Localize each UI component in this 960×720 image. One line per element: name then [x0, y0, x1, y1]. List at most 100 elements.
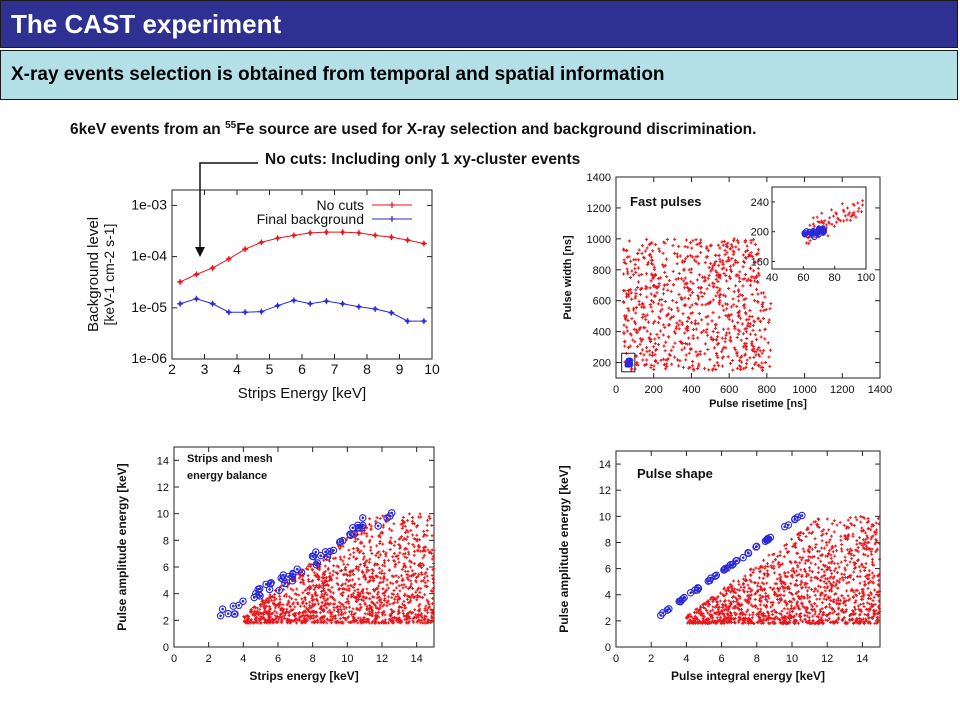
pulse-shape-background-point [765, 562, 769, 566]
pulse-shape-background-point [773, 592, 777, 596]
energy-balance-background-point [288, 621, 292, 625]
energy-balance-background-point [390, 612, 394, 616]
background-ytick-label: 1e-03 [131, 196, 167, 212]
energy-balance-background-point [303, 598, 307, 602]
inset-red-point [832, 214, 836, 218]
pulse-shape-background-point [826, 619, 830, 623]
pulse-shape-background-point [731, 587, 735, 591]
energy-balance-background-point [368, 557, 372, 561]
pulse-shape-background-point [830, 522, 834, 526]
fast-pulses-point [643, 363, 647, 367]
fast-pulses-point [641, 337, 645, 341]
fast-pulses-point [687, 289, 691, 293]
fast-pulses-point [645, 313, 649, 317]
fast-pulses-point [712, 346, 717, 350]
fast-pulses-point [662, 240, 666, 244]
energy-balance-background-point [397, 575, 401, 579]
fast-pulses-point [686, 328, 690, 333]
energy-balance-background-point [384, 589, 388, 593]
pulse-shape-background-point [703, 607, 707, 611]
energy-balance-background-point [367, 621, 371, 625]
energy-balance-xtick-label: 0 [171, 653, 177, 665]
pulse-shape-background-point [726, 609, 730, 613]
fast-pulses-point [721, 327, 726, 331]
inset-red-point [828, 216, 832, 220]
pulse-shape-background-point [808, 550, 812, 554]
energy-balance-background-point [304, 567, 308, 571]
pulse-shape-background-point [830, 586, 834, 590]
source-caption-post: Fe source are used for X-ray selection a… [236, 121, 757, 139]
fast-pulses-point [678, 339, 682, 344]
pulse-shape-background-point [721, 619, 725, 623]
pulse-shape-background-point [860, 529, 864, 533]
energy-balance-background-point [365, 604, 369, 608]
fast-pulses-point [657, 284, 661, 288]
energy-balance-background-point [302, 616, 306, 620]
pulse-shape-background-point [811, 614, 815, 618]
pulse-shape-background-point [876, 517, 880, 521]
pulse-shape-background-point [840, 572, 844, 576]
energy-balance-xray-point [237, 604, 241, 607]
fast-pulses-point [714, 338, 719, 342]
energy-balance-background-point [245, 619, 249, 623]
pulse-shape-background-point [762, 587, 766, 591]
pulse-shape-background-point [842, 616, 846, 620]
inset-red-point [837, 217, 841, 221]
fast-pulses-point [638, 342, 642, 346]
fast-pulses-point [723, 336, 727, 340]
pulse-shape-background-point [820, 539, 824, 543]
fast-pulses-point [649, 292, 653, 296]
energy-balance-background-point [382, 620, 386, 624]
pulse-shape-background-point [738, 612, 742, 616]
fast-pulses-point [748, 308, 752, 313]
energy-balance-background-point [308, 600, 312, 604]
energy-balance-background-point [378, 605, 382, 609]
pulse-shape-background-point [728, 590, 732, 594]
fast-pulses-point [720, 240, 724, 244]
energy-balance-background-point [242, 615, 246, 619]
energy-balance-background-point [403, 552, 407, 556]
fast-pulses-point [636, 285, 640, 290]
pulse-shape-background-point [840, 547, 844, 551]
fast-pulses-point [646, 260, 651, 264]
energy-balance-background-point [291, 612, 295, 616]
energy-balance-background-point [402, 562, 406, 566]
pulse-shape-background-point [804, 574, 808, 578]
fast-pulses-point [759, 291, 763, 295]
energy-balance-background-point [375, 613, 379, 617]
pulse-shape-background-point [725, 592, 729, 596]
fast-pulses-point [709, 261, 713, 266]
energy-balance-background-point [396, 600, 400, 604]
pulse-shape-background-point [778, 572, 782, 576]
inset-red-point [823, 219, 827, 223]
fast-pulses-point [666, 335, 671, 339]
energy-balance-background-point [331, 602, 335, 606]
pulse-shape-background-point [874, 550, 878, 554]
energy-balance-background-point [401, 609, 405, 613]
fast-pulses-point [680, 297, 684, 301]
pulse-shape-background-point [756, 581, 760, 585]
energy-balance-background-point [264, 618, 268, 622]
pulse-shape-background-point [799, 618, 803, 622]
fast-pulses-point [647, 253, 651, 257]
energy-balance-background-point [366, 580, 370, 584]
pulse-shape-background-point [696, 617, 700, 621]
energy-balance-background-point [383, 613, 387, 617]
energy-balance-background-point [321, 581, 325, 585]
fast-pulses-point [634, 288, 638, 292]
pulse-shape-background-point [833, 609, 837, 613]
fast-pulses-point [630, 317, 634, 321]
pulse-shape-background-point [785, 602, 789, 606]
energy-balance-background-point [343, 582, 347, 586]
energy-balance-background-point [301, 578, 305, 582]
energy-balance-background-point [368, 522, 372, 526]
fast-pulses-point [715, 285, 719, 290]
energy-balance-background-point [413, 608, 417, 612]
pulse-shape-xray-ring [677, 596, 685, 605]
pulse-shape-background-point [718, 611, 722, 615]
pulse-shape-background-point [815, 597, 819, 601]
pulse-shape-background-point [861, 538, 865, 542]
energy-balance-ytick-label: 8 [163, 535, 169, 547]
pulse-shape-background-point [693, 610, 697, 614]
